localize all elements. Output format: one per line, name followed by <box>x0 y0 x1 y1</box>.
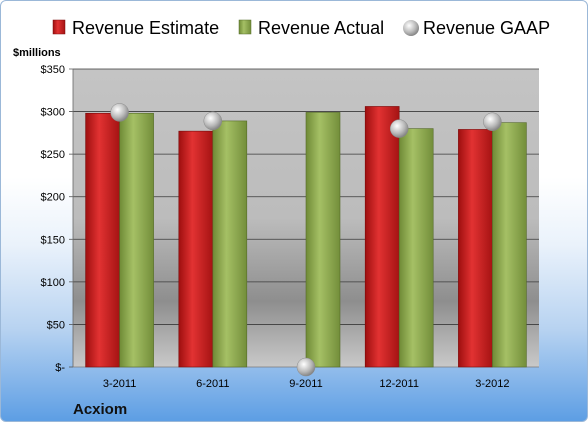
y-tick-label: $150 <box>41 234 65 246</box>
legend: Revenue Estimate Revenue Actual Revenue … <box>52 18 550 38</box>
x-tick-label: 12-2011 <box>379 378 419 390</box>
marker-revenue-gaap <box>110 103 129 122</box>
y-tick-label: $- <box>55 362 65 374</box>
legend-swatch-revenue-estimate <box>52 19 66 35</box>
gaap-markers <box>110 103 502 377</box>
marker-revenue-gaap <box>389 119 409 138</box>
bar-revenue-estimate <box>364 106 400 368</box>
bar-revenue-actual <box>119 112 154 368</box>
x-tick-label: 3-2012 <box>475 378 509 390</box>
bar-revenue-estimate <box>178 130 214 368</box>
legend-label-revenue-estimate: Revenue Estimate <box>72 18 219 38</box>
bar-revenue-actual <box>398 128 434 368</box>
legend-swatch-revenue-actual <box>238 19 252 35</box>
y-tick-label: $250 <box>41 149 65 161</box>
x-tick-label: 3-2011 <box>103 378 136 390</box>
y-tick-label: $50 <box>47 319 65 331</box>
unit-label: $millions <box>13 47 61 59</box>
x-tick-label: 6-2011 <box>196 378 229 390</box>
x-tick-label: 9-2011 <box>289 378 322 390</box>
y-tick-label: $100 <box>41 277 65 289</box>
legend-marker-revenue-gaap <box>403 20 419 36</box>
bars <box>85 106 527 368</box>
bar-revenue-actual <box>212 120 248 368</box>
legend-label-revenue-actual: Revenue Actual <box>258 18 384 38</box>
legend-label-revenue-gaap: Revenue GAAP <box>423 18 550 38</box>
bar-revenue-actual <box>305 112 341 368</box>
x-axis: 3-2011 6-2011 9-2011 12-2011 3-2012 <box>103 378 510 390</box>
y-axis: $- $50 $100 $150 $200 $250 $300 $350 <box>41 64 74 374</box>
y-tick-label: $350 <box>41 64 65 76</box>
marker-revenue-gaap <box>296 357 316 377</box>
company-label: Acxiom <box>73 401 127 418</box>
marker-revenue-gaap <box>203 111 223 131</box>
bar-revenue-estimate <box>85 112 120 368</box>
y-tick-label: $200 <box>41 192 65 204</box>
y-tick-label: $300 <box>41 107 65 119</box>
bar-revenue-estimate <box>458 129 493 368</box>
bar-revenue-actual <box>492 122 527 368</box>
marker-revenue-gaap <box>483 112 502 132</box>
